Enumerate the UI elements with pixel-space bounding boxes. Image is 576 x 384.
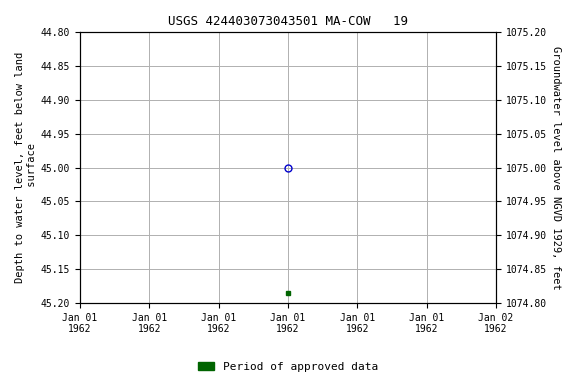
- Title: USGS 424403073043501 MA-COW   19: USGS 424403073043501 MA-COW 19: [168, 15, 408, 28]
- Legend: Period of approved data: Period of approved data: [193, 358, 383, 377]
- Y-axis label: Depth to water level, feet below land
 surface: Depth to water level, feet below land su…: [15, 52, 37, 283]
- Y-axis label: Groundwater level above NGVD 1929, feet: Groundwater level above NGVD 1929, feet: [551, 46, 561, 290]
